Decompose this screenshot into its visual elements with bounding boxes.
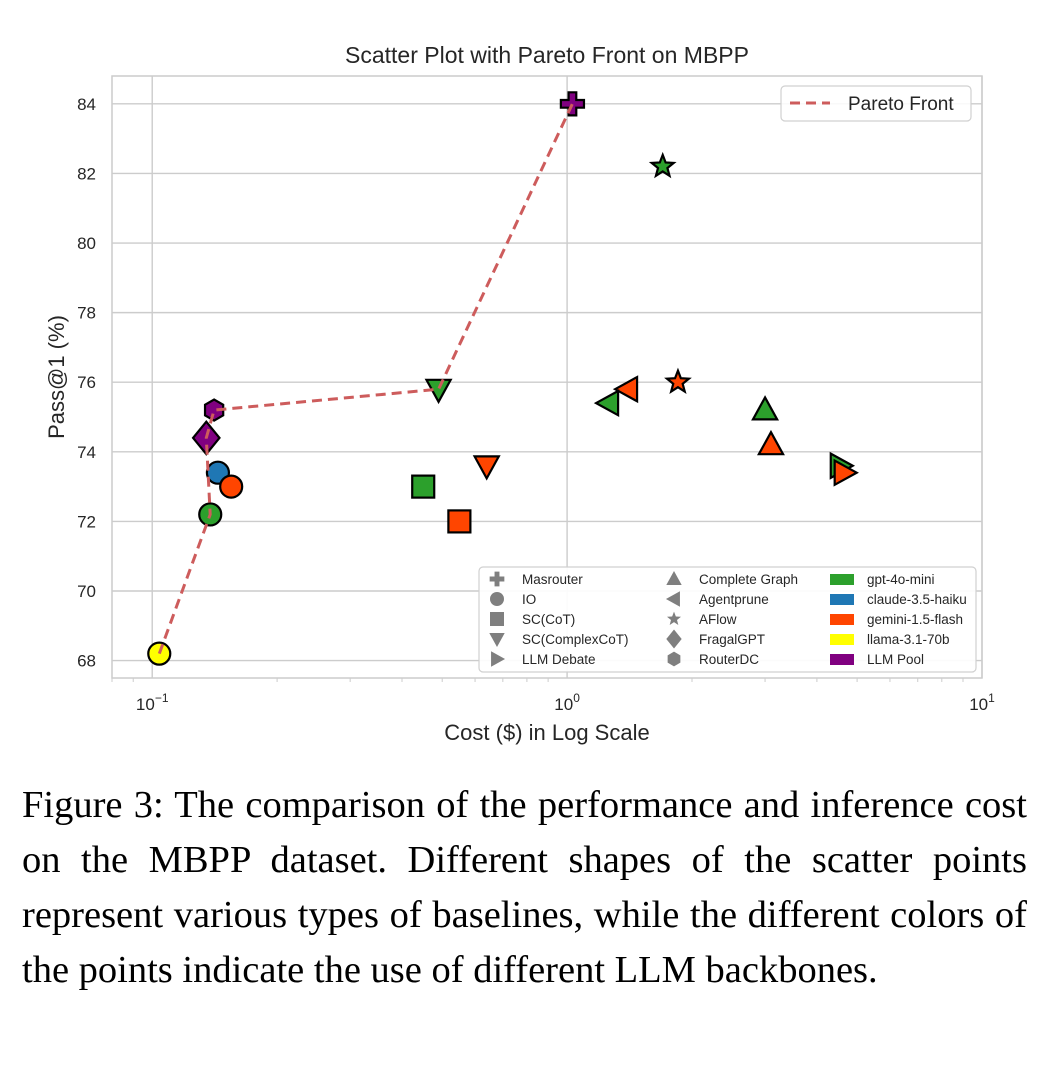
y-tick-label: 76 bbox=[77, 373, 96, 392]
x-tick-label: 101 bbox=[969, 691, 995, 714]
point-routerdc-llm-pool bbox=[203, 398, 225, 422]
y-tick-label: 84 bbox=[77, 95, 96, 114]
pareto-legend-box bbox=[780, 85, 972, 122]
legend-llm-label: claude-3.5-haiku bbox=[867, 592, 967, 607]
legend-method-label: LLM Debate bbox=[522, 652, 596, 667]
y-tick-label: 70 bbox=[77, 582, 96, 601]
x-axis-label: Cost ($) in Log Scale bbox=[444, 720, 649, 745]
legend-color-swatch bbox=[830, 614, 854, 625]
y-tick-label: 82 bbox=[77, 164, 96, 183]
legend-color-swatch bbox=[830, 654, 854, 665]
point-sc-complexcot--gemini-1-5-flash bbox=[472, 455, 501, 481]
figure-caption: Figure 3: The comparison of the performa… bbox=[22, 784, 1027, 991]
point-io-gemini-1-5-flash bbox=[219, 474, 244, 499]
legend-llm-label: gpt-4o-mini bbox=[867, 572, 935, 587]
point-agentprune-gemini-1-5-flash bbox=[612, 375, 639, 404]
point-aflow-gemini-1-5-flash bbox=[664, 367, 692, 395]
legend-marker-triangle-left-icon bbox=[665, 591, 680, 607]
legend-method-label: SC(CoT) bbox=[522, 612, 575, 627]
pareto-front-path bbox=[157, 103, 574, 655]
y-tick-label: 78 bbox=[77, 304, 96, 323]
marker-legend: Masrouter IO SC(CoT) SC(ComplexCoT) LLM Deba… bbox=[478, 566, 977, 673]
legend-method-label: SC(ComplexCoT) bbox=[522, 632, 629, 647]
point-io-llama-3-1-70b bbox=[147, 641, 172, 666]
y-tick-label: 80 bbox=[77, 234, 96, 253]
point-llm-debate-gemini-1-5-flash bbox=[833, 458, 859, 487]
marker-legend-box bbox=[478, 566, 977, 673]
legend-llm-label: LLM Pool bbox=[867, 652, 924, 667]
legend-method-label: FragalGPT bbox=[699, 632, 765, 647]
x-tick-label: 10−1 bbox=[136, 691, 169, 714]
point-masrouter-llm-pool bbox=[559, 91, 586, 117]
legend-marker-circle-icon bbox=[490, 592, 504, 606]
legend-marker-triangle-up-icon bbox=[666, 570, 682, 585]
point-agentprune-gpt-4o-mini bbox=[593, 389, 620, 418]
point-sc-cot--gpt-4o-mini bbox=[411, 474, 436, 499]
legend-method-label: IO bbox=[522, 592, 536, 607]
scatter-points bbox=[147, 91, 859, 666]
plot-area-frame bbox=[111, 75, 983, 679]
point-aflow-gpt-4o-mini bbox=[648, 151, 677, 179]
x-tick-label: 100 bbox=[554, 691, 580, 714]
legend-method-label: Masrouter bbox=[522, 572, 583, 587]
legend-marker-diamond-icon bbox=[666, 629, 682, 649]
legend-method-label: Complete Graph bbox=[699, 572, 798, 587]
legend-method-label: RouterDC bbox=[699, 652, 759, 667]
axis-ticks: 68 70 72 74 76 78 80 82 84 10−1 100 101 bbox=[77, 95, 995, 714]
legend-color-swatch bbox=[830, 594, 854, 605]
legend-marker-star-icon bbox=[667, 611, 681, 625]
point-complete-graph-gpt-4o-mini bbox=[751, 395, 780, 421]
point-sc-cot--gemini-1-5-flash bbox=[447, 509, 472, 534]
legend-marker-plus-icon bbox=[489, 571, 505, 587]
y-tick-label: 68 bbox=[77, 652, 96, 671]
point-complete-graph-gemini-1-5-flash bbox=[757, 429, 785, 456]
pareto-legend: Pareto Front bbox=[780, 85, 972, 122]
legend-llm-label: gemini-1.5-flash bbox=[867, 612, 963, 627]
chart-title: Scatter Plot with Pareto Front on MBPP bbox=[345, 42, 749, 68]
legend-llm-label: llama-3.1-70b bbox=[867, 632, 950, 647]
legend-color-swatch bbox=[830, 634, 854, 645]
legend-marker-square-icon bbox=[490, 612, 504, 626]
legend-color-swatch bbox=[830, 574, 854, 585]
legend-marker-triangle-down-icon bbox=[489, 633, 505, 648]
y-axis-label: Pass@1 (%) bbox=[44, 315, 69, 439]
legend-method-label: Agentprune bbox=[699, 592, 769, 607]
legend-marker-triangle-right-icon bbox=[491, 651, 506, 667]
legend-method-label: AFlow bbox=[699, 612, 737, 627]
scatter-chart: 68 70 72 74 76 78 80 82 84 10−1 100 101 Scatter Plo… bbox=[44, 42, 995, 745]
y-tick-label: 74 bbox=[77, 443, 96, 462]
y-tick-label: 72 bbox=[77, 512, 96, 531]
pareto-legend-label: Pareto Front bbox=[848, 94, 954, 115]
legend-marker-hexagon-icon bbox=[667, 651, 681, 667]
